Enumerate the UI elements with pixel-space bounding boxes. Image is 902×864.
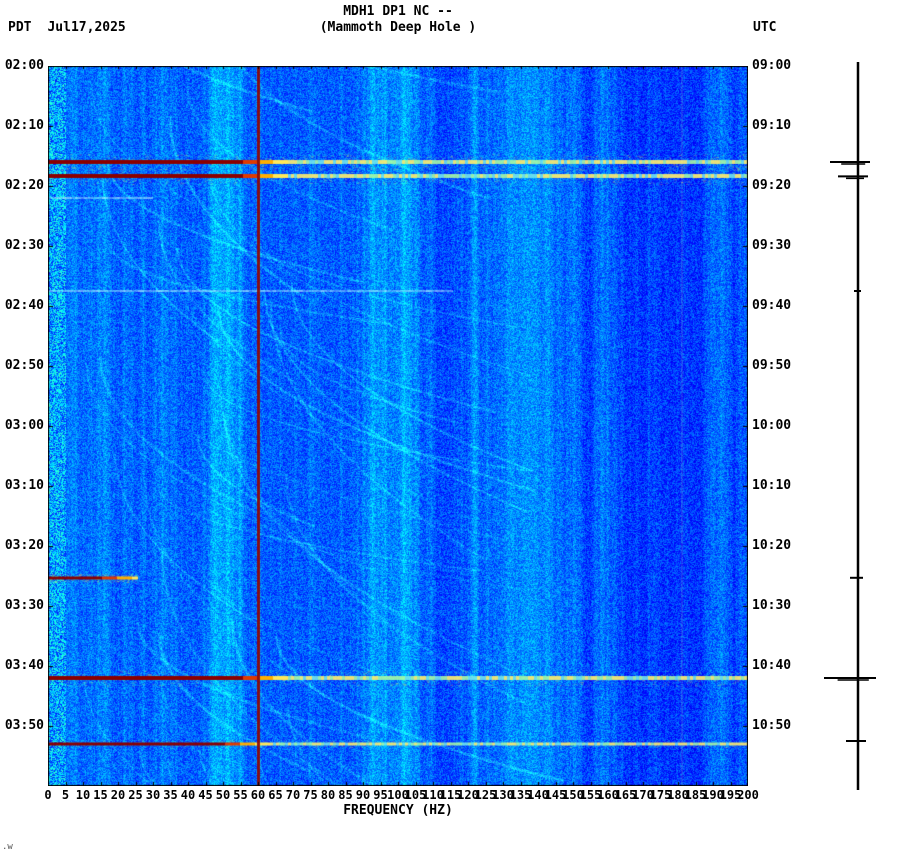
freq-tick: 50 xyxy=(215,788,231,802)
left-time-tick: 03:40 xyxy=(4,658,44,673)
spectrogram-canvas xyxy=(48,66,748,786)
left-time-tick: 03:50 xyxy=(4,718,44,733)
freq-tick: 195 xyxy=(719,788,742,802)
freq-tick: 55 xyxy=(233,788,248,802)
right-time-tick: 10:30 xyxy=(752,598,792,613)
freq-tick: 75 xyxy=(303,788,318,802)
freq-tick: 85 xyxy=(338,788,353,802)
freq-tick: 110 xyxy=(422,788,444,802)
freq-tick: 200 xyxy=(737,788,759,802)
left-time-tick: 02:50 xyxy=(4,358,44,373)
left-time-tick: 03:20 xyxy=(4,538,44,553)
freq-tick: 15 xyxy=(93,788,108,802)
freq-tick: 135 xyxy=(509,788,532,802)
right-time-tick: 10:20 xyxy=(752,538,792,553)
left-time-tick: 03:10 xyxy=(4,478,44,493)
freq-tick: 95 xyxy=(373,788,388,802)
freq-tick: 120 xyxy=(457,788,479,802)
freq-tick: 155 xyxy=(579,788,602,802)
left-time-tick: 02:30 xyxy=(4,238,44,253)
pdt-label: PDT xyxy=(8,20,32,35)
right-time-tick: 09:30 xyxy=(752,238,792,253)
freq-tick: 60 xyxy=(250,788,266,802)
left-time-tick: 03:30 xyxy=(4,598,44,613)
plot-title: MDH1 DP1 NC -- xyxy=(343,4,453,19)
left-time-tick: 02:00 xyxy=(4,58,44,73)
right-time-tick: 09:10 xyxy=(752,118,792,133)
right-time-tick: 09:20 xyxy=(752,178,792,193)
freq-tick: 140 xyxy=(527,788,549,802)
freq-tick: 65 xyxy=(268,788,283,802)
freq-tick: 175 xyxy=(649,788,672,802)
freq-tick: 0 xyxy=(44,788,52,802)
plot-subtitle: (Mammoth Deep Hole ) xyxy=(319,20,477,35)
freq-tick: 80 xyxy=(320,788,336,802)
left-time-tick: 02:40 xyxy=(4,298,44,313)
freq-tick: 5 xyxy=(61,788,70,802)
trace-svg xyxy=(824,62,876,790)
freq-tick: 10 xyxy=(75,788,91,802)
left-time-tick: 02:10 xyxy=(4,118,44,133)
freq-tick: 165 xyxy=(614,788,637,802)
freq-tick: 115 xyxy=(439,788,462,802)
freq-tick: 180 xyxy=(667,788,689,802)
freq-tick: 40 xyxy=(180,788,196,802)
right-time-tick: 10:10 xyxy=(752,478,792,493)
freq-tick: 190 xyxy=(702,788,724,802)
freq-tick: 70 xyxy=(285,788,301,802)
date-label: Jul17,2025 xyxy=(47,20,126,35)
header-timezone-left: PDT Jul17,2025 xyxy=(8,20,126,35)
freq-tick: 90 xyxy=(355,788,371,802)
freq-tick: 25 xyxy=(128,788,143,802)
freq-tick: 130 xyxy=(492,788,514,802)
left-time-tick: 02:20 xyxy=(4,178,44,193)
right-time-tick: 10:00 xyxy=(752,418,792,433)
right-time-tick: 10:50 xyxy=(752,718,792,733)
freq-tick: 160 xyxy=(597,788,619,802)
freq-tick: 185 xyxy=(684,788,707,802)
left-time-tick: 03:00 xyxy=(4,418,44,433)
freq-tick: 145 xyxy=(544,788,567,802)
freq-tick: 125 xyxy=(474,788,497,802)
freq-tick: 35 xyxy=(163,788,178,802)
right-time-tick: 09:50 xyxy=(752,358,792,373)
freq-tick: 150 xyxy=(562,788,584,802)
utc-label: UTC xyxy=(753,20,777,35)
freq-tick: 45 xyxy=(198,788,213,802)
x-axis-label: FREQUENCY (HZ) xyxy=(343,803,453,818)
freq-tick: 30 xyxy=(145,788,161,802)
freq-tick: 20 xyxy=(110,788,126,802)
footer-mark: .w xyxy=(2,842,13,852)
freq-tick: 105 xyxy=(404,788,427,802)
right-time-tick: 10:40 xyxy=(752,658,792,673)
right-time-tick: 09:40 xyxy=(752,298,792,313)
freq-tick: 170 xyxy=(632,788,654,802)
right-time-tick: 09:00 xyxy=(752,58,792,73)
freq-tick: 100 xyxy=(387,788,409,802)
